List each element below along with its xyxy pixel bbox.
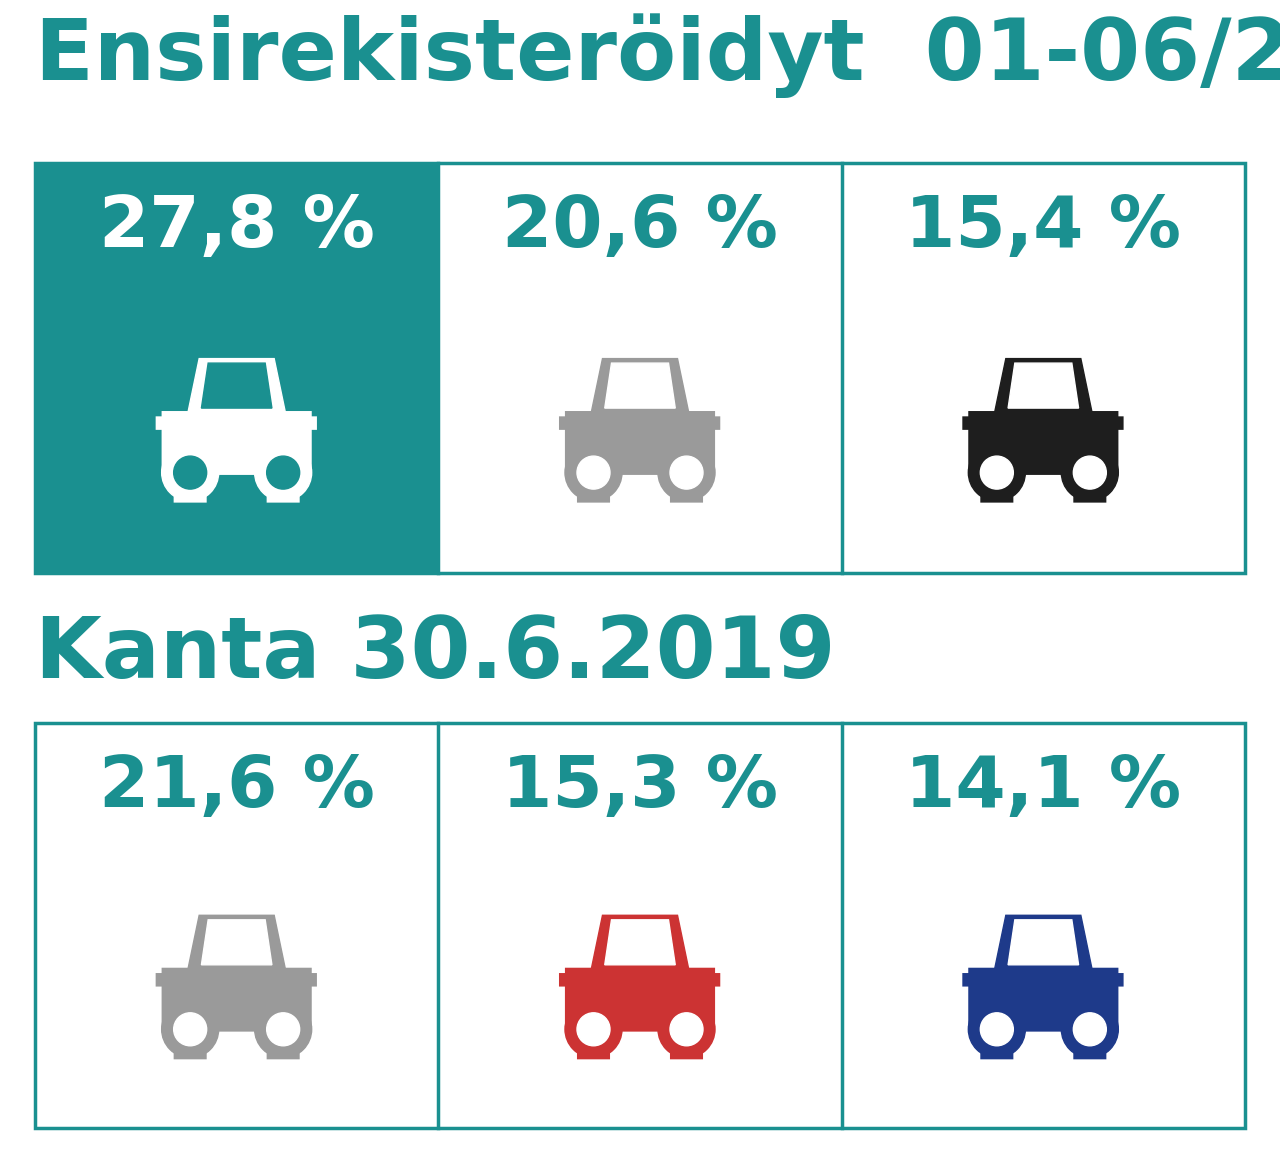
Circle shape	[577, 1012, 611, 1046]
FancyBboxPatch shape	[577, 1045, 611, 1060]
FancyBboxPatch shape	[577, 488, 611, 503]
Circle shape	[161, 1001, 219, 1057]
FancyBboxPatch shape	[301, 416, 317, 430]
FancyBboxPatch shape	[564, 967, 716, 1032]
Circle shape	[669, 457, 703, 489]
Polygon shape	[591, 359, 689, 413]
FancyBboxPatch shape	[1107, 416, 1124, 430]
Polygon shape	[995, 915, 1092, 970]
Circle shape	[969, 444, 1025, 502]
FancyBboxPatch shape	[842, 723, 1245, 1128]
Circle shape	[969, 1001, 1025, 1057]
Text: 27,8 %: 27,8 %	[99, 193, 375, 262]
FancyBboxPatch shape	[161, 410, 312, 475]
FancyBboxPatch shape	[980, 488, 1014, 503]
Circle shape	[174, 457, 206, 489]
FancyBboxPatch shape	[559, 973, 576, 987]
Circle shape	[980, 457, 1014, 489]
FancyBboxPatch shape	[1074, 488, 1106, 503]
FancyBboxPatch shape	[35, 163, 438, 573]
Polygon shape	[201, 920, 271, 965]
FancyBboxPatch shape	[1074, 1045, 1106, 1060]
Polygon shape	[1009, 920, 1079, 965]
FancyBboxPatch shape	[968, 410, 1119, 475]
Circle shape	[1061, 444, 1119, 502]
FancyBboxPatch shape	[156, 973, 173, 987]
FancyBboxPatch shape	[963, 416, 979, 430]
Polygon shape	[1009, 363, 1079, 408]
FancyBboxPatch shape	[564, 410, 716, 475]
Circle shape	[255, 444, 311, 502]
FancyBboxPatch shape	[968, 967, 1119, 1032]
FancyBboxPatch shape	[1006, 915, 1080, 954]
Text: 14,1 %: 14,1 %	[905, 753, 1181, 822]
Circle shape	[266, 1012, 300, 1046]
Circle shape	[1074, 457, 1106, 489]
Polygon shape	[995, 359, 1092, 413]
FancyBboxPatch shape	[669, 1045, 703, 1060]
FancyBboxPatch shape	[980, 1045, 1014, 1060]
Polygon shape	[604, 363, 676, 408]
Circle shape	[564, 444, 622, 502]
Polygon shape	[201, 363, 271, 408]
FancyBboxPatch shape	[559, 416, 576, 430]
Polygon shape	[188, 915, 285, 970]
Circle shape	[980, 1012, 1014, 1046]
Circle shape	[669, 1012, 703, 1046]
FancyBboxPatch shape	[161, 967, 312, 1032]
FancyBboxPatch shape	[603, 359, 677, 397]
Polygon shape	[591, 915, 689, 970]
Circle shape	[1074, 1012, 1106, 1046]
Circle shape	[658, 444, 716, 502]
FancyBboxPatch shape	[438, 163, 842, 573]
Polygon shape	[604, 920, 676, 965]
Text: 15,4 %: 15,4 %	[905, 193, 1181, 262]
FancyBboxPatch shape	[156, 416, 173, 430]
Circle shape	[1061, 1001, 1119, 1057]
FancyBboxPatch shape	[842, 163, 1245, 573]
Circle shape	[658, 1001, 716, 1057]
Text: Ensirekisteröidyt  01-06/2019: Ensirekisteröidyt 01-06/2019	[35, 13, 1280, 98]
FancyBboxPatch shape	[174, 488, 206, 503]
Text: 20,6 %: 20,6 %	[502, 193, 778, 262]
FancyBboxPatch shape	[301, 973, 317, 987]
FancyBboxPatch shape	[266, 488, 300, 503]
FancyBboxPatch shape	[438, 723, 842, 1128]
Circle shape	[564, 1001, 622, 1057]
FancyBboxPatch shape	[200, 915, 274, 954]
FancyBboxPatch shape	[603, 915, 677, 954]
Circle shape	[161, 444, 219, 502]
Circle shape	[255, 1001, 311, 1057]
Circle shape	[266, 457, 300, 489]
FancyBboxPatch shape	[174, 1045, 206, 1060]
Polygon shape	[188, 359, 285, 413]
FancyBboxPatch shape	[963, 973, 979, 987]
Text: 15,3 %: 15,3 %	[502, 753, 778, 822]
FancyBboxPatch shape	[35, 723, 438, 1128]
FancyBboxPatch shape	[704, 973, 721, 987]
FancyBboxPatch shape	[704, 416, 721, 430]
FancyBboxPatch shape	[669, 488, 703, 503]
Circle shape	[577, 457, 611, 489]
FancyBboxPatch shape	[1006, 359, 1080, 397]
FancyBboxPatch shape	[1107, 973, 1124, 987]
FancyBboxPatch shape	[266, 1045, 300, 1060]
Text: 21,6 %: 21,6 %	[99, 753, 375, 822]
Circle shape	[174, 1012, 206, 1046]
FancyBboxPatch shape	[200, 359, 274, 397]
Text: Kanta 30.6.2019: Kanta 30.6.2019	[35, 613, 836, 696]
